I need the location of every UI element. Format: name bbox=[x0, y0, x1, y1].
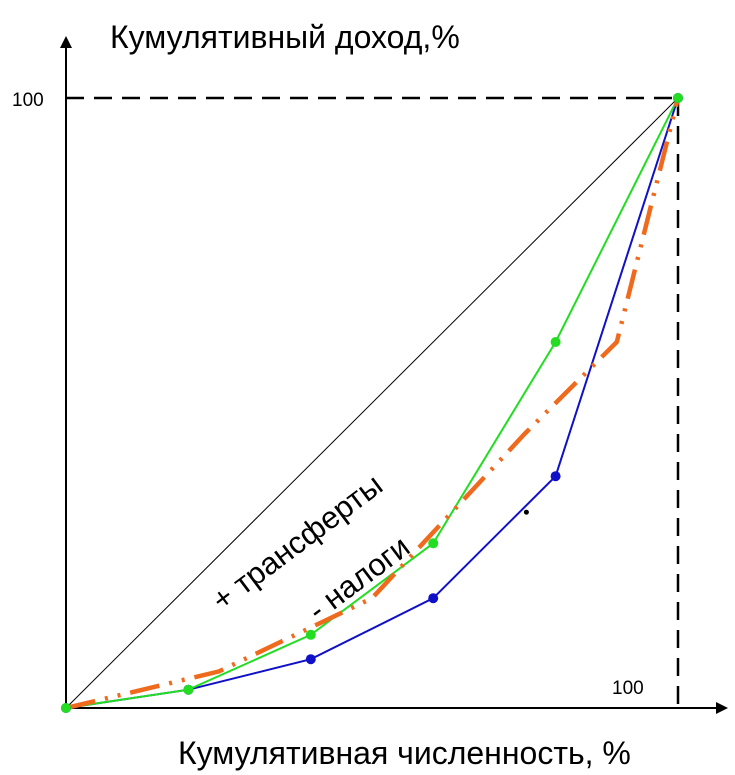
series-after-point bbox=[305, 629, 316, 640]
series-after-points bbox=[61, 93, 683, 713]
x-tick-100: 100 bbox=[612, 678, 644, 699]
series-after-point bbox=[673, 93, 683, 103]
series-after-point bbox=[61, 703, 71, 713]
series-after-point bbox=[428, 538, 439, 549]
equality-line bbox=[65, 97, 679, 709]
series-after-point bbox=[550, 337, 561, 347]
series-before-point bbox=[428, 593, 439, 604]
series-after-point bbox=[183, 684, 194, 695]
blue-line-marker bbox=[523, 509, 529, 515]
y-tick-100: 100 bbox=[12, 90, 44, 111]
series-after-line bbox=[65, 97, 679, 709]
series-before-point bbox=[550, 471, 561, 482]
x-axis-label: Кумулятивная численность, % bbox=[178, 735, 631, 771]
y-axis-label: Кумулятивный доход,% bbox=[110, 19, 460, 55]
series-before-point bbox=[305, 654, 316, 665]
